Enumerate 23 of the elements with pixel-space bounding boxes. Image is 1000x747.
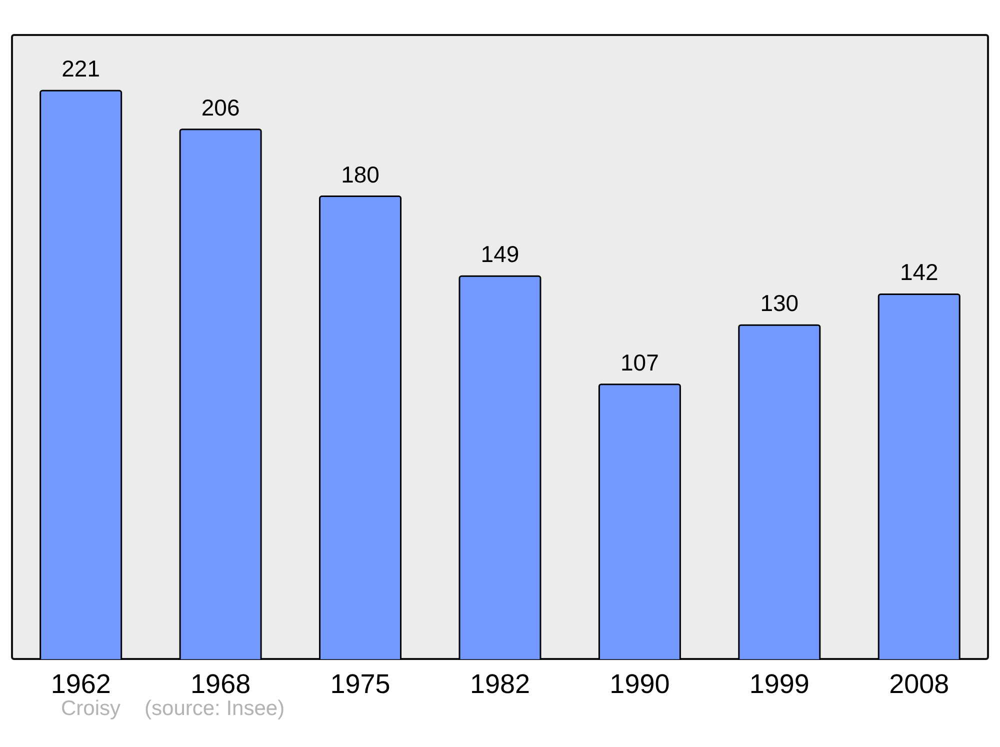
x-tick-label: 1990 (610, 669, 670, 700)
x-tick-label: 2008 (889, 669, 950, 700)
text: Croisy (61, 697, 121, 721)
x-tick-label: 1975 (330, 669, 390, 700)
bar (458, 275, 542, 660)
bar (179, 128, 262, 660)
x-tick-label: 1962 (50, 669, 111, 700)
data-label: 142 (900, 259, 938, 286)
bar (738, 324, 821, 660)
x-tick-label: 1968 (190, 669, 251, 700)
text: (source: Insee) (144, 697, 285, 721)
data-label: 206 (201, 94, 240, 120)
data-label: 221 (62, 56, 100, 82)
x-tick-label: 1999 (749, 669, 810, 700)
bar (598, 384, 681, 660)
data-label: 107 (620, 349, 659, 376)
bar (40, 90, 122, 660)
bar (319, 196, 402, 660)
x-tick-label: 1982 (470, 669, 530, 700)
data-label: 180 (341, 161, 380, 188)
bar (878, 293, 960, 660)
data-label: 149 (480, 241, 520, 268)
data-label: 130 (760, 290, 799, 316)
